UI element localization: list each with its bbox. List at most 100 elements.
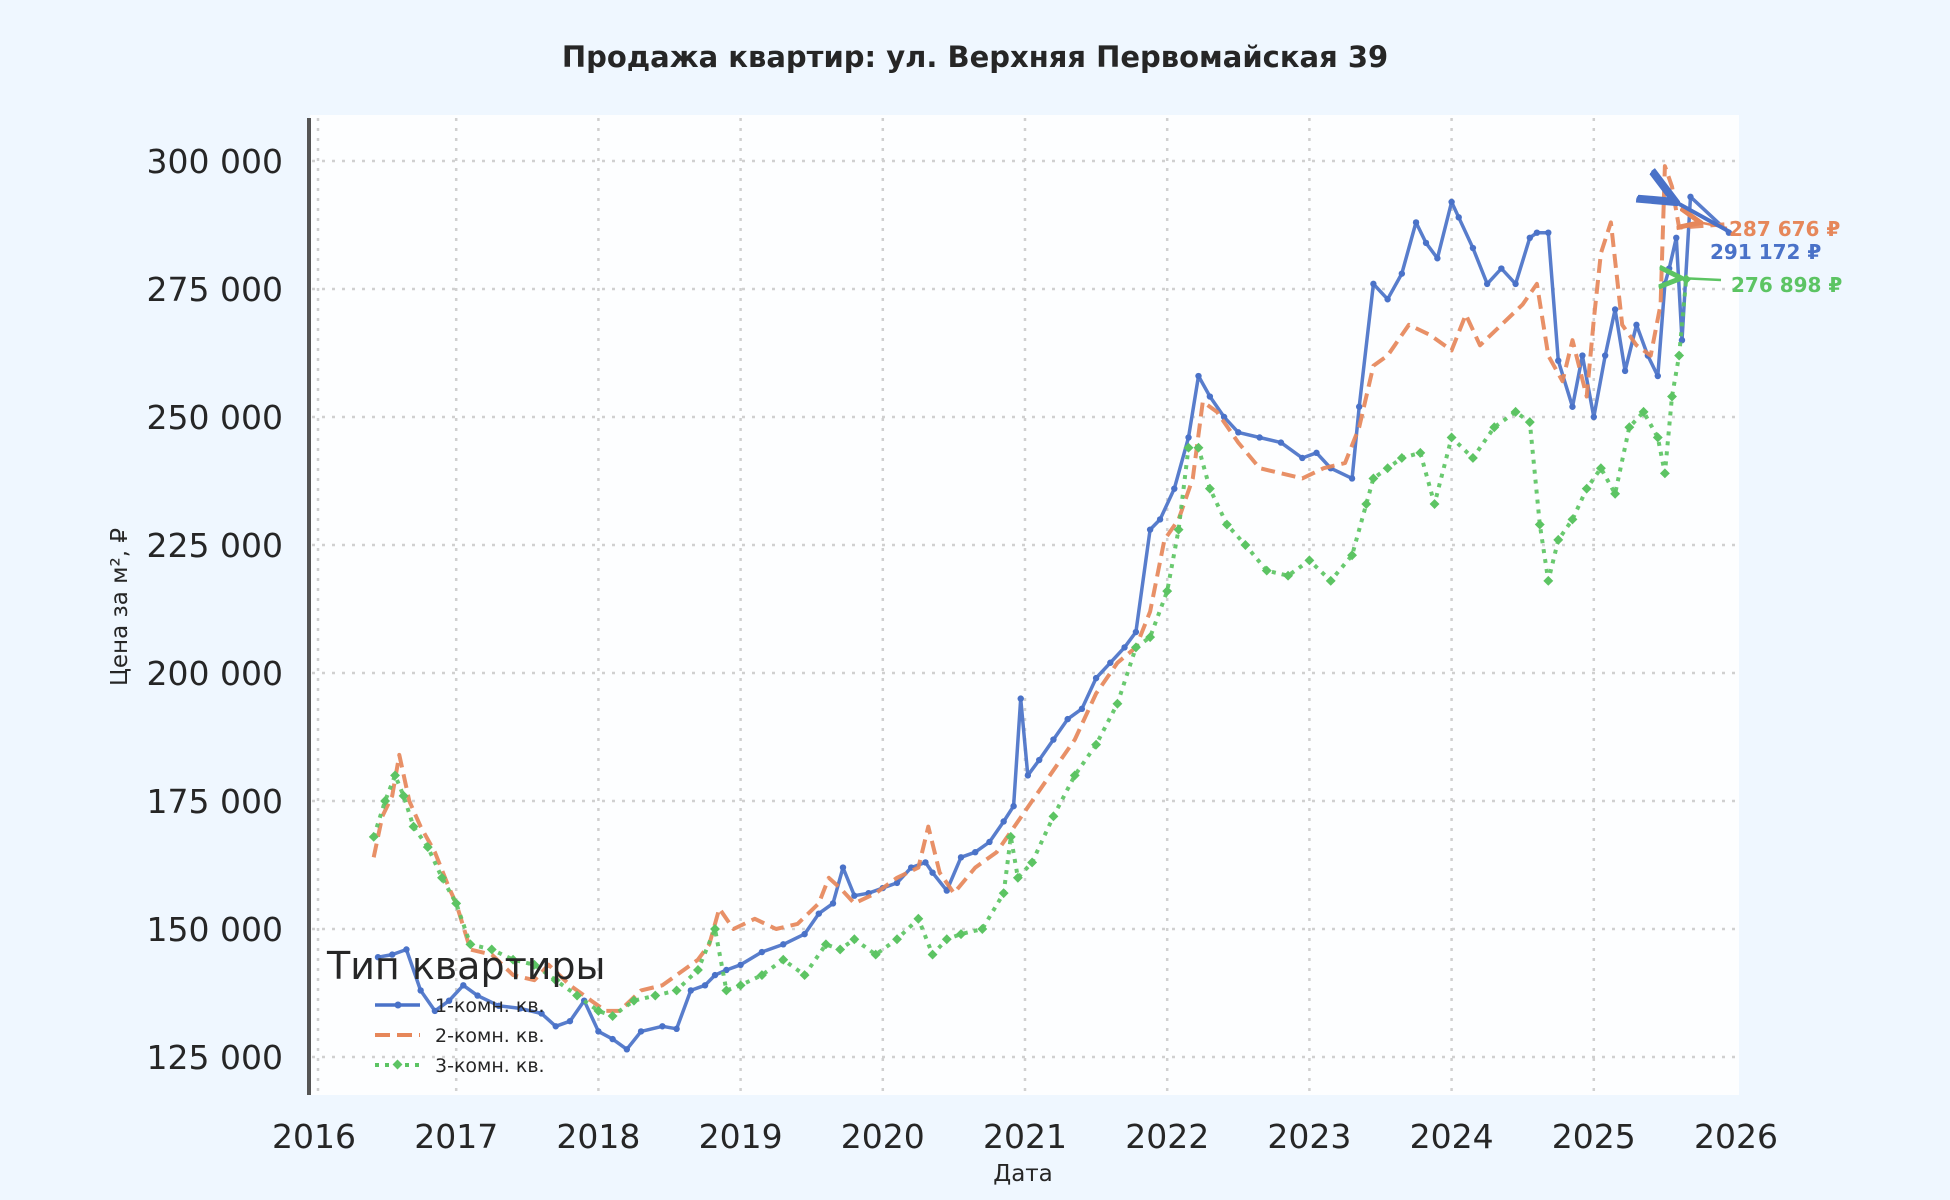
point-marker: [1368, 473, 1379, 484]
series-solid: [374, 193, 1733, 1053]
legend-entry-3room[interactable]: 3-комн. кв.: [375, 1055, 545, 1077]
point-marker: [957, 854, 965, 861]
point-marker: [1005, 831, 1016, 842]
point-marker: [1543, 575, 1554, 586]
point-marker: [893, 879, 901, 887]
point-marker: [1434, 255, 1441, 262]
point-marker: [1000, 818, 1007, 825]
point-marker: [941, 934, 952, 945]
point-marker: [1610, 488, 1621, 499]
point-marker: [977, 924, 988, 934]
point-marker: [1384, 296, 1391, 303]
point-marker: [1027, 857, 1038, 868]
point-marker: [431, 1007, 439, 1015]
point-marker: [956, 929, 966, 940]
annotation-label: 276 898 ₽: [1731, 273, 1842, 297]
point-marker: [1156, 516, 1164, 523]
point-marker: [839, 864, 847, 871]
point-marker: [437, 872, 447, 883]
x-tick-label: 2017: [414, 1117, 498, 1156]
point-marker: [1398, 270, 1406, 277]
x-tick-label: 2022: [1125, 1117, 1209, 1156]
x-tick-label: 2019: [699, 1117, 783, 1156]
point-marker: [1533, 229, 1541, 236]
legend-marker-circle-icon: [394, 1001, 402, 1009]
data-series: [368, 164, 1733, 1053]
point-marker: [780, 941, 787, 948]
point-marker: [609, 1035, 616, 1043]
point-marker: [1396, 453, 1407, 463]
point-marker: [637, 1028, 645, 1035]
series-line: [371, 164, 1730, 1013]
y-tick-label: 125 000: [147, 1038, 283, 1077]
point-marker: [1498, 265, 1505, 272]
point-marker: [550, 975, 561, 986]
annotation-arrow-icon: [1672, 200, 1731, 234]
legend-entry-2room[interactable]: 2-комн. кв.: [375, 1025, 545, 1047]
y-tick-label: 150 000: [147, 910, 283, 949]
point-marker: [422, 842, 433, 853]
annotation-label: 287 676 ₽: [1729, 217, 1840, 241]
point-marker: [1361, 499, 1372, 509]
point-marker: [529, 959, 540, 970]
point-marker: [1489, 422, 1500, 433]
point-marker: [607, 1011, 618, 1021]
point-marker: [687, 987, 695, 994]
point-marker: [1325, 575, 1336, 586]
chart-title: Продажа квартир: ул. Верхняя Первомайска…: [561, 40, 1389, 74]
point-marker: [1446, 432, 1457, 443]
point-marker: [735, 980, 746, 991]
point-marker: [701, 982, 709, 989]
point-marker: [799, 970, 810, 981]
point-marker: [1382, 463, 1393, 474]
point-marker: [1621, 367, 1629, 375]
point-marker: [1687, 193, 1694, 201]
point-marker: [1601, 352, 1609, 359]
point-marker: [1590, 413, 1598, 421]
y-axis-ticks: 125 000 150 000 175 000 200 000 225 000 250 0…: [147, 142, 283, 1077]
point-marker: [1173, 524, 1184, 535]
point-marker: [368, 831, 379, 842]
point-marker: [1204, 483, 1215, 494]
point-marker: [1112, 698, 1123, 709]
point-marker: [1348, 475, 1356, 482]
point-marker: [552, 1023, 559, 1030]
point-marker: [1010, 802, 1017, 810]
point-marker: [671, 985, 682, 996]
point-marker: [398, 790, 409, 801]
point-marker: [474, 992, 481, 999]
point-marker: [922, 859, 929, 866]
point-marker: [815, 910, 823, 917]
point-marker: [595, 1028, 602, 1035]
legend-entry-1room[interactable]: 1-комн. кв.: [375, 995, 545, 1017]
point-marker: [710, 924, 720, 934]
point-marker: [390, 770, 401, 781]
y-tick-label: 275 000: [147, 270, 283, 309]
legend-title: Тип квартиры: [326, 944, 606, 988]
point-marker: [1145, 632, 1156, 643]
point-marker: [623, 1046, 631, 1053]
y-tick-label: 225 000: [147, 526, 283, 565]
legend: Тип квартиры 1-комн. кв. 2-комн. кв. 3-к…: [326, 944, 606, 1077]
point-marker: [1370, 280, 1377, 288]
point-marker: [892, 934, 902, 945]
point-marker: [1512, 280, 1519, 288]
point-marker: [1665, 265, 1673, 272]
series-dotted: [368, 274, 1692, 1021]
point-marker: [1146, 526, 1154, 533]
point-marker: [1415, 447, 1426, 458]
y-tick-label: 175 000: [147, 782, 283, 821]
point-marker: [929, 869, 936, 876]
point-marker: [1050, 736, 1057, 743]
y-tick-label: 250 000: [147, 398, 283, 437]
point-marker: [692, 965, 703, 975]
point-marker: [1659, 468, 1670, 479]
legend-label: 1-комн. кв.: [435, 995, 545, 1017]
point-marker: [711, 971, 719, 979]
point-marker: [417, 987, 424, 994]
point-marker: [1299, 454, 1306, 462]
point-marker: [445, 997, 453, 1004]
point-marker: [593, 1005, 604, 1016]
point-marker: [1652, 432, 1663, 443]
point-marker: [1256, 434, 1263, 441]
